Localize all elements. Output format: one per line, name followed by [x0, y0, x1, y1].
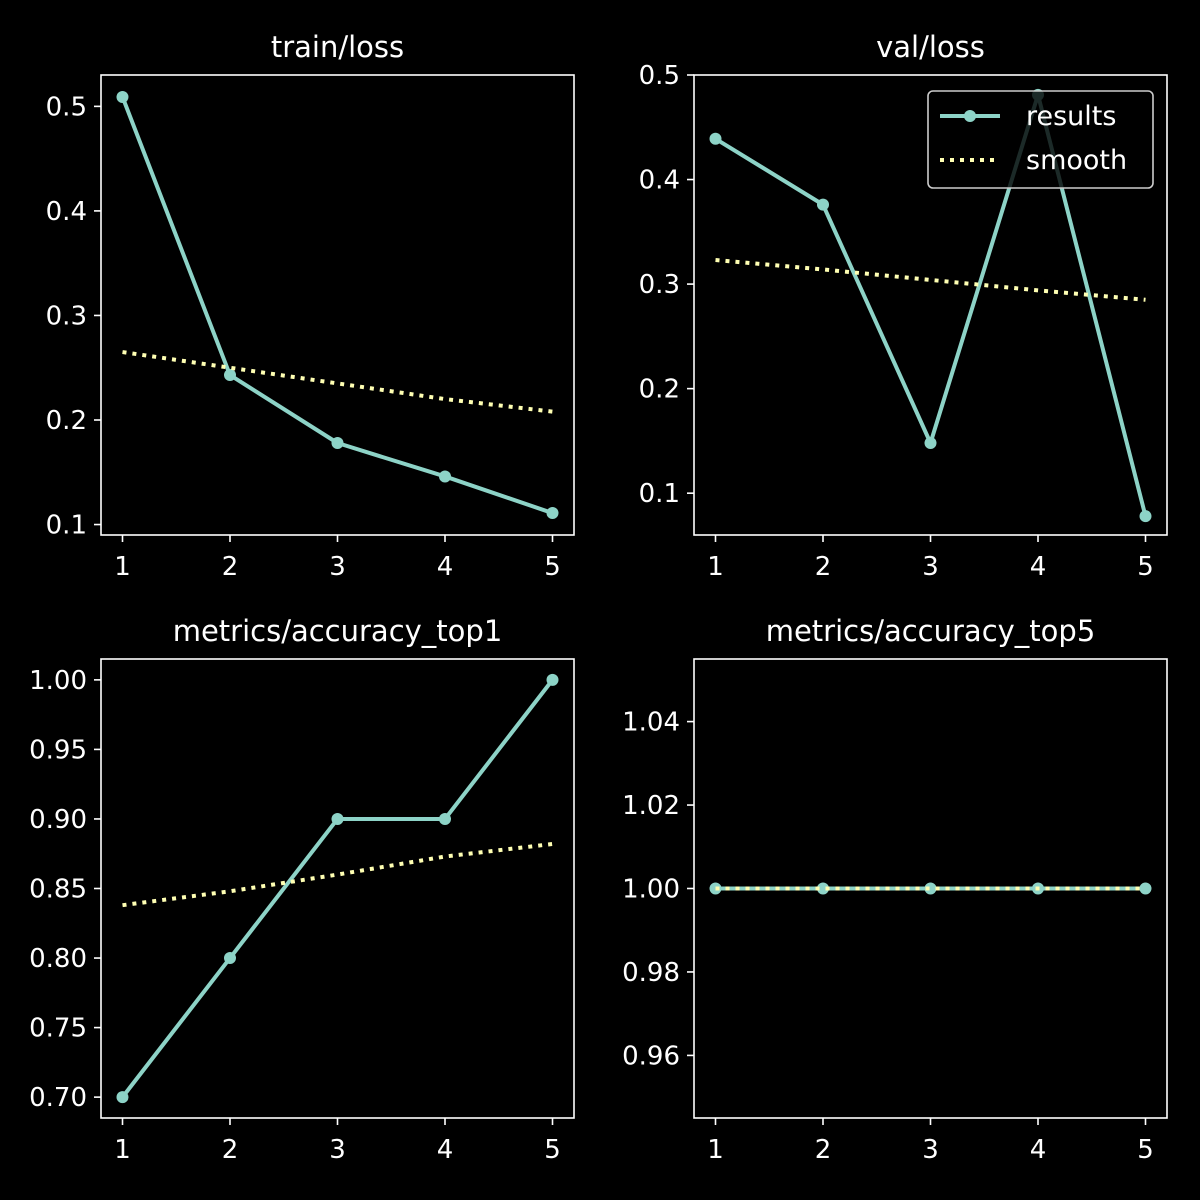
results-point — [546, 673, 559, 686]
x-tick-label: 4 — [437, 552, 454, 582]
results-point — [1139, 510, 1152, 523]
legend-swatch-marker — [964, 110, 976, 122]
y-tick-label: 0.80 — [29, 944, 87, 974]
chart-title: val/loss — [876, 30, 985, 64]
x-tick-label: 2 — [222, 552, 239, 582]
x-tick-label: 1 — [707, 1135, 724, 1165]
x-tick-label: 2 — [222, 1135, 239, 1165]
results-point — [546, 507, 559, 520]
x-tick-label: 5 — [1137, 1135, 1154, 1165]
y-tick-label: 0.2 — [46, 406, 87, 436]
y-tick-label: 0.4 — [46, 197, 87, 227]
results-point — [439, 470, 451, 483]
x-tick-label: 4 — [437, 1135, 454, 1165]
x-tick-label: 3 — [922, 1135, 939, 1165]
y-tick-label: 0.75 — [29, 1014, 87, 1044]
results-point — [709, 132, 722, 145]
x-tick-label: 3 — [329, 552, 346, 582]
chart-panel-1: train/loss 1 2 3 4 5 0.1 0.2 0.3 0.4 0.5 — [46, 30, 575, 582]
x-tick-label: 3 — [329, 1135, 346, 1165]
legend: results smooth — [927, 90, 1154, 189]
x-tick-label: 4 — [1030, 552, 1047, 582]
y-tick-label: 0.98 — [622, 958, 680, 988]
chart-title: metrics/accuracy_top5 — [766, 614, 1096, 648]
smooth-line — [122, 842, 553, 908]
chart-title: train/loss — [271, 30, 404, 64]
y-tick-label: 0.3 — [639, 270, 680, 300]
results-point — [924, 882, 937, 895]
y-tick-label: 1.00 — [622, 875, 680, 905]
y-tick-label: 1.04 — [622, 708, 680, 738]
results-point — [817, 198, 829, 211]
results-point — [116, 90, 129, 103]
results-point — [331, 812, 344, 825]
y-tick-label: 0.2 — [639, 375, 680, 405]
x-tick-label: 2 — [815, 552, 832, 582]
results-point — [331, 437, 344, 449]
results-point — [116, 1091, 129, 1104]
y-tick-label: 0.90 — [29, 805, 87, 835]
x-tick-label: 1 — [114, 1135, 131, 1165]
results-point — [439, 812, 451, 825]
chart-panel-2: val/loss 1 2 3 4 5 0.1 0.2 0.3 0.4 0.5 results smoot… — [639, 30, 1168, 582]
y-tick-label: 1.02 — [622, 791, 680, 821]
x-tick-label: 5 — [544, 552, 561, 582]
legend-label-smooth: smooth — [1026, 145, 1127, 176]
y-tick-label: 0.1 — [46, 511, 87, 541]
results-point — [817, 882, 829, 895]
y-tick-label: 0.85 — [29, 875, 87, 905]
results-point — [224, 952, 236, 965]
y-tick-label: 0.70 — [29, 1083, 87, 1113]
legend-label-results: results — [1026, 101, 1116, 132]
x-tick-label: 1 — [114, 552, 131, 582]
results-point — [224, 369, 236, 382]
chart-panel-4: metrics/accuracy_top5 1 2 3 4 5 0.96 0.98 1.00 1.… — [622, 614, 1168, 1165]
x-tick-label: 5 — [544, 1135, 561, 1165]
chart-panels: train/loss 1 2 3 4 5 0.1 0.2 0.3 0.4 0.5 val/loss 1 2… — [29, 30, 1168, 1165]
y-tick-label: 0.3 — [46, 301, 87, 331]
y-tick-label: 0.5 — [46, 92, 87, 122]
y-tick-label: 0.5 — [639, 61, 680, 91]
x-tick-label: 5 — [1137, 552, 1154, 582]
y-tick-label: 0.96 — [622, 1041, 680, 1071]
smooth-line — [715, 258, 1146, 302]
chart-panel-3: metrics/accuracy_top1 1 2 3 4 5 0.70 0.75 0.80 0.… — [29, 614, 575, 1165]
y-tick-label: 1.00 — [29, 666, 87, 696]
chart-title: metrics/accuracy_top1 — [173, 614, 503, 648]
y-tick-label: 0.4 — [639, 166, 680, 196]
x-tick-label: 2 — [815, 1135, 832, 1165]
results-point — [1139, 882, 1152, 895]
x-tick-label: 1 — [707, 552, 724, 582]
smooth-line — [122, 350, 553, 414]
y-tick-label: 0.95 — [29, 735, 87, 765]
x-tick-label: 4 — [1030, 1135, 1047, 1165]
results-point — [924, 437, 937, 449]
y-tick-label: 0.1 — [639, 479, 680, 509]
x-tick-label: 3 — [922, 552, 939, 582]
